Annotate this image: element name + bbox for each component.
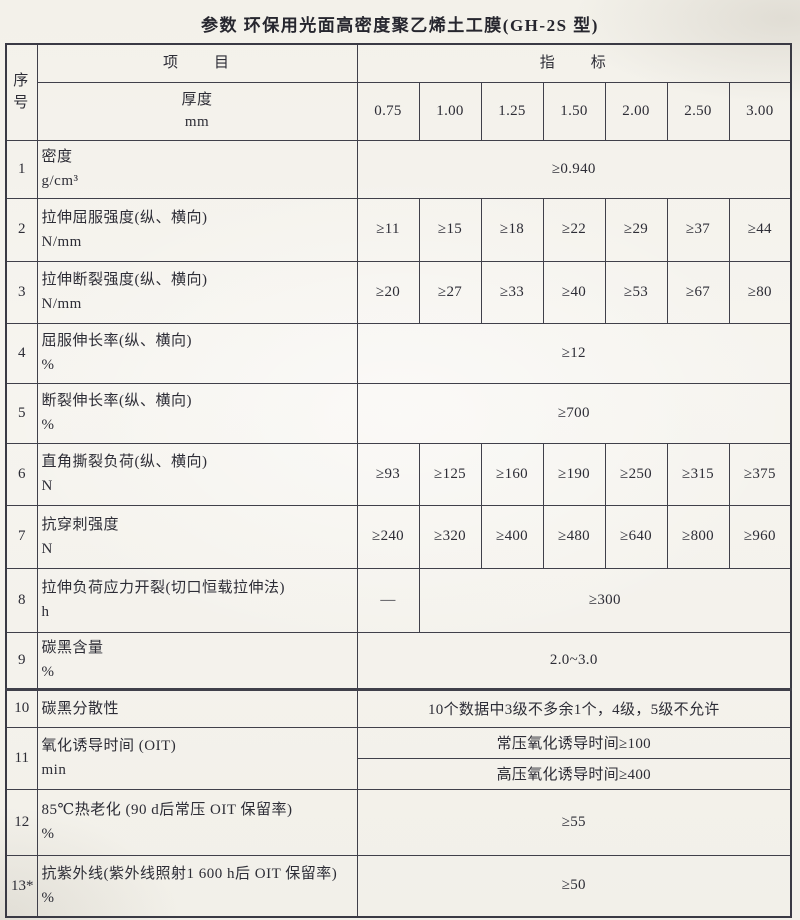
seq-header-cell: 序 号 [5, 43, 38, 141]
value-cell: ≥300 [418, 567, 792, 633]
value-cell: ≥250 [604, 442, 668, 506]
row-number-cell: 12 [5, 788, 38, 856]
value-cell: ≥240 [356, 504, 420, 569]
row-number-cell: 1 [5, 139, 38, 199]
value-cell: ≥67 [666, 260, 730, 324]
value-cell: 2.0~3.0 [356, 631, 792, 690]
value-cell: ≥80 [728, 260, 792, 324]
item-cell: 氧化诱导时间 (OIT) min [36, 726, 358, 790]
value-cell: ≥160 [480, 442, 544, 506]
table-row: 11 氧化诱导时间 (OIT) min 常压氧化诱导时间≥100 [5, 726, 792, 790]
thickness-value-cell: 2.00 [604, 81, 668, 141]
spec-table: 序 号 项 目 指 标 厚度 mm 0.75 1.00 1.25 1.50 2.… [5, 43, 793, 918]
thickness-header-cell: 厚度 mm [36, 81, 358, 141]
value-cell: ≥0.940 [356, 139, 792, 199]
row-number-cell: 2 [5, 197, 38, 262]
value-cell: 10个数据中3级不多余1个，4级，5级不允许 [356, 687, 792, 728]
thickness-value-cell: 1.00 [418, 81, 482, 141]
value-cell: ≥37 [666, 197, 730, 262]
value-cell: ≥18 [480, 197, 544, 262]
item-cell: 拉伸负荷应力开裂(切口恒载拉伸法) h [36, 567, 358, 633]
row-number-cell: 11 [5, 726, 38, 790]
value-cell: ≥93 [356, 442, 420, 506]
dash-cell: — [356, 567, 420, 633]
table-row: 3 拉伸断裂强度(纵、横向) N/mm ≥20 ≥27 ≥33 ≥40 ≥53 … [5, 260, 792, 324]
table-row: 12 85℃热老化 (90 d后常压 OIT 保留率) % ≥55 [5, 788, 792, 856]
value-cell: ≥320 [418, 504, 482, 569]
table-row: 4 屈服伸长率(纵、横向) % ≥12 [5, 322, 792, 384]
value-cell: ≥20 [356, 260, 420, 324]
value-cell: ≥375 [728, 442, 792, 506]
item-header-cell: 项 目 [36, 43, 358, 83]
table-row: 2 拉伸屈服强度(纵、横向) N/mm ≥11 ≥15 ≥18 ≥22 ≥29 … [5, 197, 792, 262]
item-cell: 85℃热老化 (90 d后常压 OIT 保留率) % [36, 788, 358, 856]
value-cell: ≥50 [356, 854, 792, 918]
item-cell: 屈服伸长率(纵、横向) % [36, 322, 358, 384]
row-number-cell: 7 [5, 504, 38, 569]
value-cell: ≥190 [542, 442, 606, 506]
item-cell: 密度 g/cm³ [36, 139, 358, 199]
row-number-cell: 6 [5, 442, 38, 506]
thickness-value-cell: 1.25 [480, 81, 544, 141]
thickness-value-cell: 0.75 [356, 81, 420, 141]
value-cell: ≥40 [542, 260, 606, 324]
value-cell: ≥640 [604, 504, 668, 569]
header-row-1: 序 号 项 目 指 标 [5, 43, 792, 141]
thickness-value-cell: 1.50 [542, 81, 606, 141]
row-number-cell: 9 [5, 631, 38, 690]
value-cell: ≥55 [356, 788, 792, 856]
table-row: 8 拉伸负荷应力开裂(切口恒载拉伸法) h — ≥300 [5, 567, 792, 633]
value-cell: ≥315 [666, 442, 730, 506]
value-cell: ≥27 [418, 260, 482, 324]
item-cell: 抗紫外线(紫外线照射1 600 h后 OIT 保留率) % [36, 854, 358, 918]
row-number-cell: 4 [5, 322, 38, 384]
value-cell: ≥400 [480, 504, 544, 569]
table-row: 9 碳黑含量 % 2.0~3.0 [5, 631, 792, 690]
sub-value-cell: 高压氧化诱导时间≥400 [356, 757, 792, 790]
row-number-cell: 13* [5, 854, 38, 918]
table-row: 10 碳黑分散性 10个数据中3级不多余1个，4级，5级不允许 [5, 687, 792, 728]
item-cell: 拉伸屈服强度(纵、横向) N/mm [36, 197, 358, 262]
value-cell: ≥800 [666, 504, 730, 569]
thickness-value-cell: 3.00 [728, 81, 792, 141]
value-cell: ≥33 [480, 260, 544, 324]
value-cell: ≥480 [542, 504, 606, 569]
table-row: 1 密度 g/cm³ ≥0.940 [5, 139, 792, 199]
value-cell: ≥125 [418, 442, 482, 506]
table-row: 6 直角撕裂负荷(纵、横向) N ≥93 ≥125 ≥160 ≥190 ≥250… [5, 442, 792, 506]
value-cell: ≥15 [418, 197, 482, 262]
table-row: 5 断裂伸长率(纵、横向) % ≥700 [5, 382, 792, 444]
value-cell: ≥11 [356, 197, 420, 262]
thickness-value-cell: 2.50 [666, 81, 730, 141]
row-number-cell: 10 [5, 687, 38, 728]
item-cell: 抗穿刺强度 N [36, 504, 358, 569]
item-cell: 碳黑含量 % [36, 631, 358, 690]
sub-value-cell: 常压氧化诱导时间≥100 [356, 726, 792, 759]
value-cell: ≥12 [356, 322, 792, 384]
value-cell: ≥53 [604, 260, 668, 324]
row-number-cell: 8 [5, 567, 38, 633]
value-cell: ≥700 [356, 382, 792, 444]
item-cell: 直角撕裂负荷(纵、横向) N [36, 442, 358, 506]
table-row: 13* 抗紫外线(紫外线照射1 600 h后 OIT 保留率) % ≥50 [5, 854, 792, 918]
page-title: 参数 环保用光面高密度聚乙烯土工膜(GH-2S 型) [201, 16, 599, 35]
item-cell: 断裂伸长率(纵、横向) % [36, 382, 358, 444]
value-cell: ≥44 [728, 197, 792, 262]
row-number-cell: 3 [5, 260, 38, 324]
table-row: 7 抗穿刺强度 N ≥240 ≥320 ≥400 ≥480 ≥640 ≥800 … [5, 504, 792, 569]
value-cell: ≥22 [542, 197, 606, 262]
item-cell: 碳黑分散性 [36, 687, 358, 728]
table-row: 高压氧化诱导时间≥400 [6, 757, 792, 790]
header-row-2: 厚度 mm 0.75 1.00 1.25 1.50 2.00 2.50 3.00 [6, 81, 792, 141]
indicator-header-cell: 指 标 [356, 43, 792, 83]
value-cell: ≥29 [604, 197, 668, 262]
value-cell: ≥960 [728, 504, 792, 569]
row-number-cell: 5 [5, 382, 38, 444]
item-cell: 拉伸断裂强度(纵、横向) N/mm [36, 260, 358, 324]
